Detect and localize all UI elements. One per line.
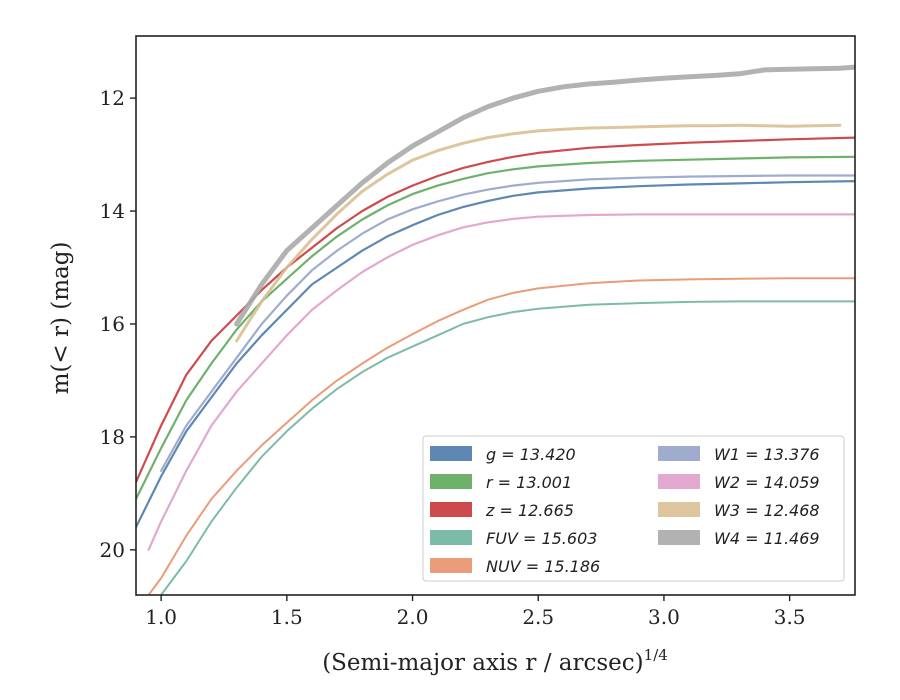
x-ticks: 1.0 1.5 2.0 2.5 3.0 3.5 bbox=[145, 595, 806, 629]
series-line-4 bbox=[147, 277, 855, 595]
legend-label-0: g = 13.420 bbox=[486, 445, 576, 464]
legend-swatch-3 bbox=[430, 530, 472, 545]
y-ticks: 12 14 16 18 20 bbox=[100, 86, 136, 562]
series-line-0 bbox=[136, 180, 855, 529]
y-tick-label: 12 bbox=[100, 86, 125, 110]
legend-label-6: W2 = 14.059 bbox=[714, 473, 820, 492]
series-line-7 bbox=[235, 123, 842, 343]
series-line-6 bbox=[147, 213, 855, 551]
x-tick-label: 1.0 bbox=[145, 605, 177, 629]
legend-swatch-8 bbox=[658, 530, 700, 545]
legend-swatch-0 bbox=[430, 446, 472, 461]
legend-swatch-1 bbox=[430, 474, 472, 489]
legend-label-2: z = 12.665 bbox=[485, 501, 574, 520]
x-tick-label: 2.5 bbox=[522, 605, 554, 629]
series-layer bbox=[136, 64, 855, 595]
x-tick-label: 1.5 bbox=[271, 605, 303, 629]
legend-frame bbox=[422, 435, 845, 582]
y-axis-title: m(< r) (mag) bbox=[48, 242, 74, 395]
y-tick-label: 16 bbox=[100, 312, 125, 336]
legend-swatch-7 bbox=[658, 502, 700, 517]
series-line-3 bbox=[160, 300, 855, 595]
series-line-2 bbox=[136, 136, 855, 484]
x-tick-label: 2.0 bbox=[397, 605, 429, 629]
legend: g = 13.420 r = 13.001 z = 12.665 FUV = 15.6… bbox=[422, 435, 845, 582]
legend-label-1: r = 13.001 bbox=[486, 473, 572, 492]
x-tick-label: 3.0 bbox=[648, 605, 680, 629]
series-line-1 bbox=[136, 155, 855, 501]
legend-swatch-2 bbox=[430, 502, 472, 517]
y-tick-label: 18 bbox=[100, 425, 125, 449]
plot-frame bbox=[135, 35, 856, 596]
legend-label-4: NUV = 15.186 bbox=[486, 557, 600, 576]
legend-swatch-5 bbox=[658, 446, 700, 461]
series-line-8 bbox=[234, 64, 855, 327]
legend-label-7: W3 = 12.468 bbox=[714, 501, 820, 520]
series-line-5 bbox=[160, 174, 855, 472]
y-tick-label: 20 bbox=[100, 538, 125, 562]
x-axis-title: (Semi-major axis r / arcsec)1/4 bbox=[322, 646, 668, 676]
legend-swatch-6 bbox=[658, 474, 700, 489]
legend-label-8: W4 = 11.469 bbox=[714, 529, 820, 548]
legend-label-3: FUV = 15.603 bbox=[486, 529, 597, 548]
y-tick-label: 14 bbox=[100, 199, 125, 223]
x-tick-label: 3.5 bbox=[774, 605, 806, 629]
legend-label-5: W1 = 13.376 bbox=[714, 445, 820, 464]
legend-swatch-4 bbox=[430, 558, 472, 573]
